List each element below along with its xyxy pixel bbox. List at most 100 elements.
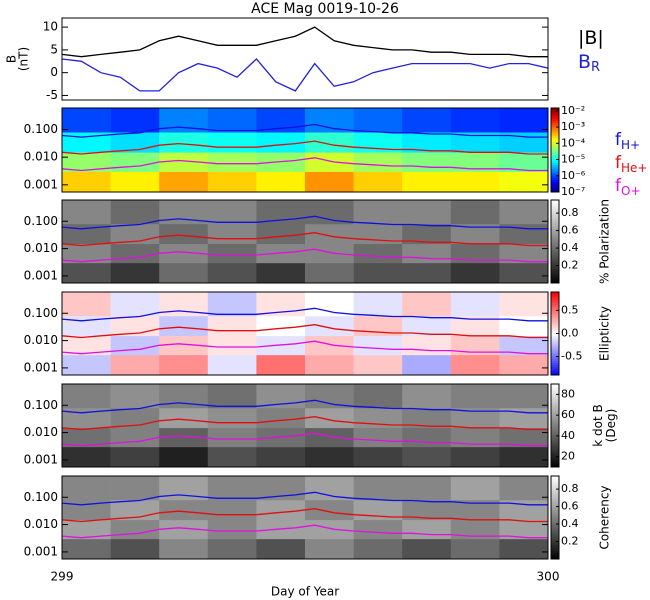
heat-cell	[450, 407, 500, 429]
colorbar-tick-label: 0.2	[561, 535, 579, 548]
data-line	[62, 491, 548, 506]
colorbar-strip	[551, 390, 559, 393]
colorbar-strip	[551, 550, 559, 554]
heat-cell	[499, 384, 549, 409]
colorbar-strip	[551, 300, 559, 303]
colorbar-strip	[551, 302, 559, 305]
legend-entry: fH+	[615, 130, 640, 152]
data-line	[62, 232, 548, 247]
colorbar-strip	[551, 366, 559, 370]
colorbar-strip	[551, 452, 559, 456]
heat-cell	[159, 223, 209, 245]
heat-cell	[305, 243, 354, 264]
colorbar-strip	[551, 476, 559, 479]
colorbar-strip	[551, 208, 559, 211]
heat-cell	[62, 538, 111, 560]
heat-cell	[305, 335, 354, 356]
colorbar-strip	[551, 318, 559, 322]
heat-cell	[159, 427, 209, 448]
colorbar-strip	[551, 256, 559, 259]
panel-frame	[61, 17, 549, 101]
heat-cell	[402, 499, 452, 521]
heat-cell	[450, 152, 500, 172]
colorbar-frame	[550, 199, 560, 284]
heat-cell	[499, 292, 549, 317]
heat-cell	[305, 446, 354, 468]
colorbar-tick-label: 20	[561, 450, 575, 463]
y-tick-label: -5	[46, 88, 58, 102]
heat-cell	[450, 476, 500, 501]
colorbar-strip	[551, 202, 559, 205]
heat-cell	[207, 446, 257, 468]
heat-cell	[353, 384, 403, 409]
y-tick-label: 0.001	[24, 177, 58, 191]
heat-cell	[207, 152, 257, 172]
colorbar-tick-label: -0.5	[561, 350, 582, 363]
colorbar-strip	[551, 173, 559, 176]
x-tick-label: 300	[537, 570, 560, 584]
colorbar-strip	[551, 164, 559, 168]
heat-cell	[402, 427, 452, 448]
colorbar-strip	[551, 450, 559, 453]
colorbar-tick-label: 0.2	[561, 259, 579, 272]
colorbar-strip	[551, 154, 559, 157]
colorbar-strip	[551, 427, 559, 431]
heat-cell	[159, 243, 209, 264]
colorbar-strip	[551, 220, 559, 224]
legend-label: |B|	[578, 27, 604, 49]
colorbar-strip	[551, 529, 559, 533]
colorbar-tick-label: 0.5	[561, 303, 579, 316]
heat-cell	[110, 108, 160, 133]
colorbar-strip	[551, 490, 559, 494]
heat-cell	[450, 446, 500, 468]
colorbar-strip	[551, 341, 559, 345]
heat-cell	[402, 292, 452, 317]
heat-cell	[305, 519, 354, 540]
heat-cell	[62, 132, 111, 153]
colorbar-strip	[551, 348, 559, 351]
colorbar-strip	[551, 394, 559, 397]
colorbar-strip	[551, 460, 559, 464]
colorbar-strip	[551, 429, 559, 433]
colorbar-strip	[551, 350, 559, 353]
heat-cell	[159, 132, 209, 153]
x-axis-label: Day of Year	[271, 585, 339, 599]
heat-cell	[402, 200, 452, 225]
colorbar-strip	[551, 312, 559, 316]
colorbar-strip	[551, 544, 559, 548]
data-line	[62, 140, 548, 155]
heat-cell	[450, 335, 500, 356]
colorbar-label: Coherency	[598, 485, 612, 549]
heat-cell	[402, 152, 452, 172]
colorbar-strip	[551, 270, 559, 274]
heat-cell	[256, 499, 306, 521]
colorbar-label: k dot B	[591, 404, 605, 446]
heat-cell	[110, 335, 160, 356]
heat-cell	[207, 171, 257, 193]
heat-cell	[62, 407, 111, 429]
heat-cell	[256, 354, 306, 376]
heat-cell	[110, 446, 160, 468]
colorbar-strip	[551, 314, 559, 318]
heat-cell	[450, 132, 500, 153]
heat-cell	[207, 243, 257, 264]
legend-subscript: O+	[621, 184, 641, 198]
heat-cell	[499, 335, 549, 356]
colorbar-strip	[551, 139, 559, 143]
y-tick-label: 0.001	[24, 452, 58, 466]
colorbar-strip	[551, 108, 559, 111]
heat-cell	[207, 354, 257, 376]
heat-cell	[207, 200, 257, 225]
heat-cell	[207, 292, 257, 317]
heat-cell	[256, 262, 306, 284]
y-tick-label: 0.010	[24, 517, 58, 531]
data-line	[62, 399, 548, 414]
heat-cell	[62, 152, 111, 172]
colorbar-strip	[551, 370, 559, 374]
heat-cell	[450, 499, 500, 521]
colorbar-strip	[551, 226, 559, 230]
y-tick-label: 0.010	[24, 150, 58, 164]
colorbar-strip	[551, 239, 559, 242]
heat-cell	[110, 262, 160, 284]
colorbar-strip	[551, 292, 559, 295]
